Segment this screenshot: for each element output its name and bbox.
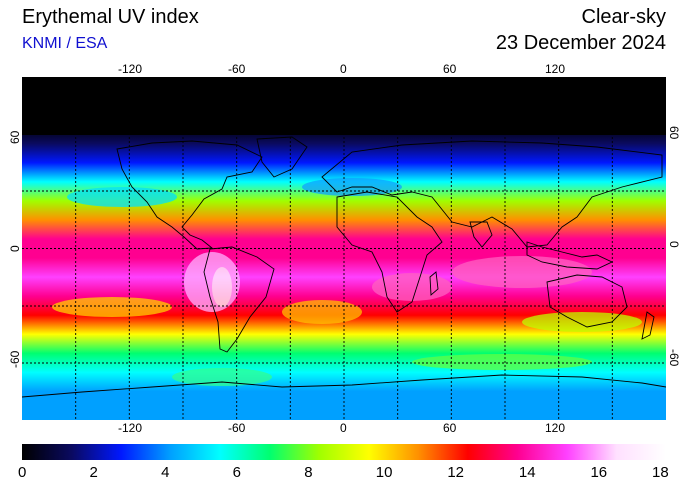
colorbar-label: 18 [652,464,669,481]
lat-tick-right: 0 [667,241,681,248]
colorbar-label: 14 [518,464,536,481]
map-title: Erythemal UV index [22,6,199,28]
uv-index-map [22,77,666,420]
lat-tick-right: 60 [667,126,681,140]
credit-label: KNMI / ESA [22,35,108,52]
colorbar-label: 0 [18,464,27,481]
lon-tick-bottom: -120 [118,421,143,435]
lon-tick-top: 120 [545,62,566,76]
colorbar-label: 10 [375,464,393,481]
lat-tick-left: 60 [8,130,22,144]
lon-tick-top: 0 [340,62,347,76]
colorbar-label: 12 [447,464,465,481]
colorbar-label: 16 [590,464,608,481]
date-label: 23 December 2024 [495,32,666,54]
lon-tick-top: -60 [228,62,246,76]
uv-colorbar [22,444,666,460]
lon-tick-top: 60 [443,62,457,76]
lon-tick-bottom: 120 [545,421,566,435]
colorbar-label: 6 [232,464,241,481]
lon-tick-top: -120 [118,62,143,76]
colorbar-label: 2 [89,464,98,481]
colorbar-label: 8 [304,464,313,481]
graticule [22,77,666,420]
coastlines [22,136,666,398]
lon-tick-bottom: -60 [228,421,246,435]
lon-tick-bottom: 60 [443,421,457,435]
lat-tick-left: 0 [8,245,22,252]
colorbar-label: 4 [161,464,170,481]
lat-tick-right: -60 [667,349,681,367]
lat-tick-left: -60 [8,350,22,368]
sky-mode-label: Clear-sky [581,6,666,28]
lon-tick-bottom: 0 [340,421,347,435]
